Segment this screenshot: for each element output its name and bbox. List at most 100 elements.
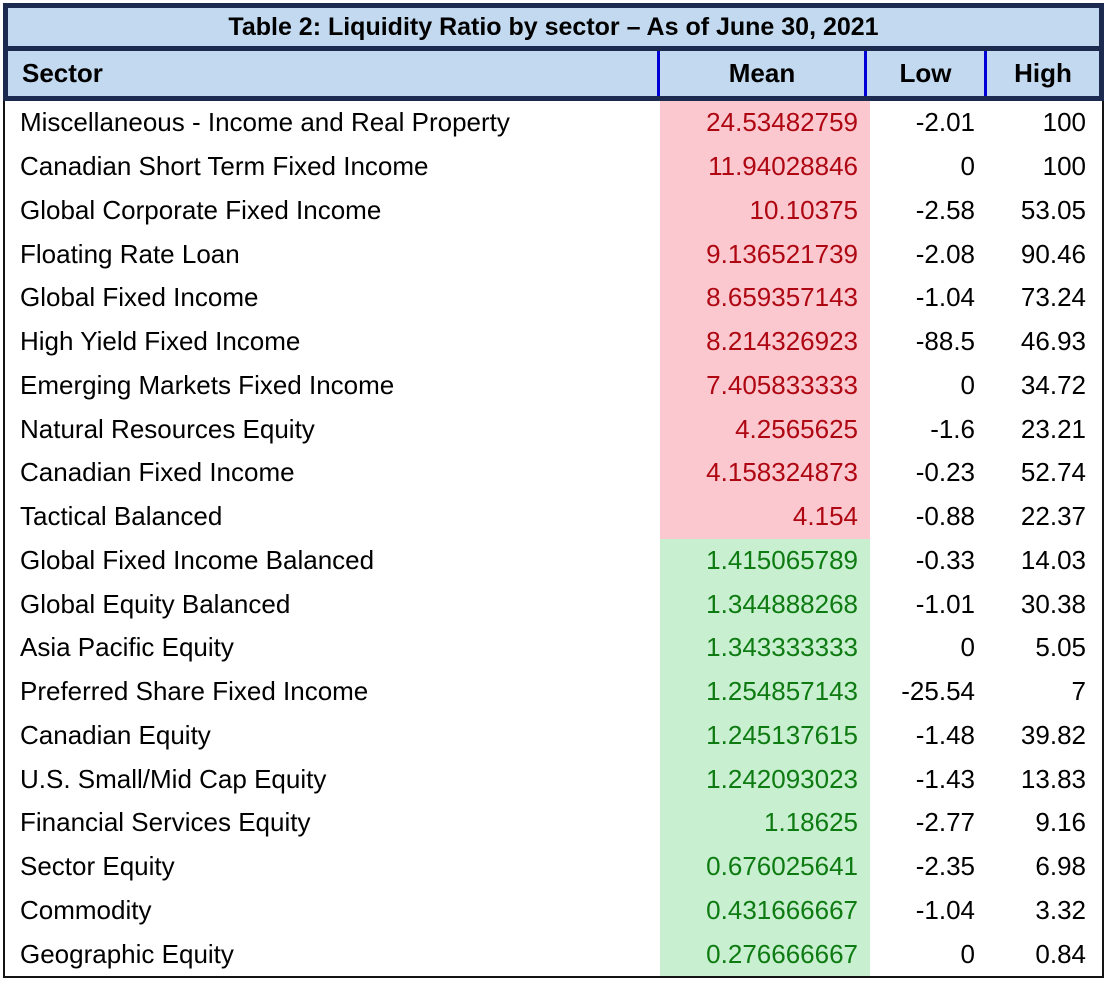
table-row: Financial Services Equity 1.18625 -2.77 9.1… — [5, 801, 1102, 845]
high-cell: 90.46 — [1020, 238, 1086, 269]
mean-cell: 8.659357143 — [660, 276, 870, 320]
sector-cell: Sector Equity — [20, 851, 175, 882]
sector-cell: Geographic Equity — [20, 938, 234, 969]
high-cell: 100 — [1042, 107, 1086, 138]
table-body: Miscellaneous - Income and Real Property… — [3, 101, 1104, 978]
mean-cell: 1.245137615 — [660, 713, 870, 758]
low-cell: -1.01 — [915, 588, 975, 619]
table-row: Global Equity Balanced 1.344888268 -1.01 30… — [5, 582, 1102, 626]
mean-cell: 24.53482759 — [660, 101, 870, 145]
liquidity-ratio-table: Table 2: Liquidity Ratio by sector – As … — [3, 3, 1104, 978]
mean-cell: 1.415065789 — [660, 538, 870, 583]
sector-cell: Miscellaneous - Income and Real Property — [20, 107, 510, 138]
mean-cell: 8.214326923 — [660, 319, 870, 364]
mean-cell: 0.676025641 — [660, 844, 870, 889]
table-header-row: Sector Mean Low High — [3, 51, 1104, 101]
mean-cell: 4.158324873 — [660, 451, 870, 495]
low-cell: -2.35 — [915, 851, 975, 882]
high-cell: 0.84 — [1035, 938, 1086, 969]
table-row: Canadian Short Term Fixed Income 11.94028… — [5, 144, 1102, 189]
sector-cell: High Yield Fixed Income — [20, 326, 301, 357]
sector-cell: Tactical Balanced — [20, 501, 223, 532]
high-cell: 34.72 — [1020, 369, 1086, 400]
mean-cell: 1.18625 — [660, 801, 870, 845]
table-row: Global Fixed Income Balanced 1.415065789 -… — [5, 538, 1102, 583]
high-cell: 14.03 — [1020, 544, 1086, 575]
mean-cell: 0.276666667 — [660, 932, 870, 976]
mean-cell: 11.94028846 — [660, 144, 870, 189]
low-cell: 0 — [960, 632, 975, 663]
sector-cell: Canadian Short Term Fixed Income — [20, 151, 429, 182]
mean-cell: 1.343333333 — [660, 626, 870, 670]
table-row: High Yield Fixed Income 8.214326923 -88.5 4… — [5, 319, 1102, 364]
high-cell: 46.93 — [1020, 326, 1086, 357]
high-cell: 5.05 — [1035, 632, 1086, 663]
table-row: Global Fixed Income 8.659357143 -1.04 73.24 — [5, 276, 1102, 320]
low-cell: -0.88 — [915, 501, 975, 532]
high-cell: 3.32 — [1035, 894, 1086, 925]
low-cell: -2.77 — [915, 807, 975, 838]
table-title: Table 2: Liquidity Ratio by sector – As … — [3, 3, 1104, 51]
mean-cell: 7.405833333 — [660, 363, 870, 408]
table-row: Geographic Equity 0.276666667 0 0.84 — [5, 932, 1102, 976]
low-cell: -0.23 — [915, 457, 975, 488]
high-cell: 23.21 — [1020, 413, 1086, 444]
column-header-high: High — [1014, 58, 1072, 88]
sector-cell: Natural Resources Equity — [20, 413, 315, 444]
table-row: Emerging Markets Fixed Income 7.405833333… — [5, 363, 1102, 408]
column-header-mean: Mean — [657, 51, 867, 96]
mean-cell: 1.254857143 — [660, 669, 870, 714]
table-row: Natural Resources Equity 4.2565625 -1.6 23.… — [5, 407, 1102, 451]
table-row: Commodity 0.431666667 -1.04 3.32 — [5, 888, 1102, 933]
sector-cell: Global Corporate Fixed Income — [20, 194, 382, 225]
table-row: Global Corporate Fixed Income 10.10375 -2.… — [5, 188, 1102, 233]
low-cell: -1.6 — [930, 413, 975, 444]
low-cell: -0.33 — [915, 544, 975, 575]
mean-cell: 4.154 — [660, 494, 870, 539]
mean-cell: 1.344888268 — [660, 582, 870, 626]
low-cell: 0 — [960, 938, 975, 969]
table-row: U.S. Small/Mid Cap Equity 1.242093023 -1.4… — [5, 757, 1102, 801]
low-cell: -2.58 — [915, 194, 975, 225]
mean-cell: 1.242093023 — [660, 757, 870, 801]
sector-cell: Global Fixed Income Balanced — [20, 544, 375, 575]
low-cell: -2.08 — [915, 238, 975, 269]
sector-cell: Asia Pacific Equity — [20, 632, 234, 663]
low-cell: -1.48 — [915, 719, 975, 750]
sector-cell: Global Fixed Income — [20, 282, 259, 313]
table-row: Canadian Fixed Income 4.158324873 -0.23 52.… — [5, 451, 1102, 495]
low-cell: -1.04 — [915, 282, 975, 313]
low-cell: -25.54 — [901, 676, 975, 707]
sector-cell: Emerging Markets Fixed Income — [20, 369, 395, 400]
column-header-sector: Sector — [22, 58, 103, 88]
high-cell: 22.37 — [1020, 501, 1086, 532]
table-row: Tactical Balanced 4.154 -0.88 22.37 — [5, 494, 1102, 539]
sector-cell: Global Equity Balanced — [20, 588, 291, 619]
mean-cell: 0.431666667 — [660, 888, 870, 933]
sector-cell: Financial Services Equity — [20, 807, 311, 838]
table-row: Floating Rate Loan 9.136521739 -2.08 90.46 — [5, 232, 1102, 276]
high-cell: 53.05 — [1020, 194, 1086, 225]
low-cell: -88.5 — [915, 326, 975, 357]
sector-cell: Preferred Share Fixed Income — [20, 676, 369, 707]
low-cell: -1.04 — [915, 894, 975, 925]
low-cell: -2.01 — [915, 107, 975, 138]
sector-cell: U.S. Small/Mid Cap Equity — [20, 763, 327, 794]
high-cell: 52.74 — [1020, 457, 1086, 488]
high-cell: 100 — [1042, 151, 1086, 182]
high-cell: 6.98 — [1035, 851, 1086, 882]
sector-cell: Commodity — [20, 894, 152, 925]
high-cell: 9.16 — [1035, 807, 1086, 838]
low-cell: 0 — [960, 369, 975, 400]
high-cell: 7 — [1071, 676, 1086, 707]
table-row: Miscellaneous - Income and Real Property… — [5, 101, 1102, 145]
mean-cell: 10.10375 — [660, 188, 870, 233]
high-cell: 73.24 — [1020, 282, 1086, 313]
sector-cell: Floating Rate Loan — [20, 238, 240, 269]
high-cell: 30.38 — [1020, 588, 1086, 619]
table-row: Sector Equity 0.676025641 -2.35 6.98 — [5, 844, 1102, 889]
sector-cell: Canadian Equity — [20, 719, 211, 750]
high-cell: 39.82 — [1020, 719, 1086, 750]
low-cell: -1.43 — [915, 763, 975, 794]
sector-cell: Canadian Fixed Income — [20, 457, 295, 488]
